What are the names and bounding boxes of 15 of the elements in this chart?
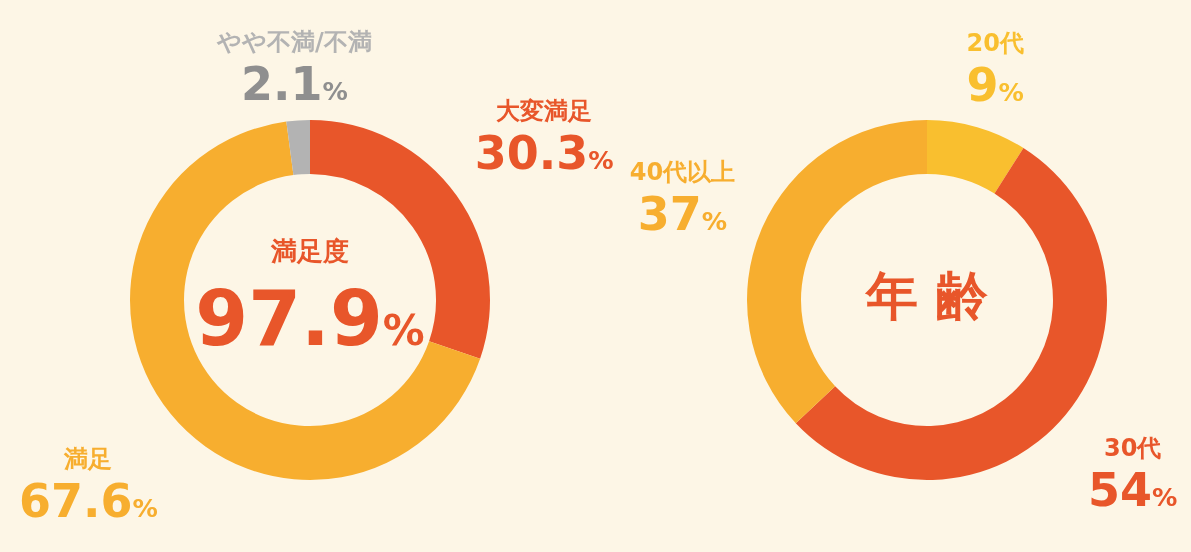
text: 年 齢 [863, 265, 989, 326]
slice-label: やや不満/不満 [216, 27, 372, 56]
data-label: 67.6% [18, 473, 158, 528]
slice-label: 大変満足 [496, 97, 593, 126]
slice-label: 満足 [63, 444, 113, 473]
data-label: 37% [637, 187, 728, 242]
data-label: 30.3% [474, 126, 614, 181]
text: 97.9% [195, 274, 425, 363]
slice-label: 30代 [1103, 434, 1162, 463]
slice-label: 40代以上 [629, 158, 736, 187]
slice-label: 20代 [966, 29, 1024, 58]
data-label: 54% [1087, 463, 1178, 518]
data-label: 9% [966, 58, 1024, 113]
data-label: 2.1% [240, 56, 348, 111]
text: 満足度 [270, 236, 349, 266]
